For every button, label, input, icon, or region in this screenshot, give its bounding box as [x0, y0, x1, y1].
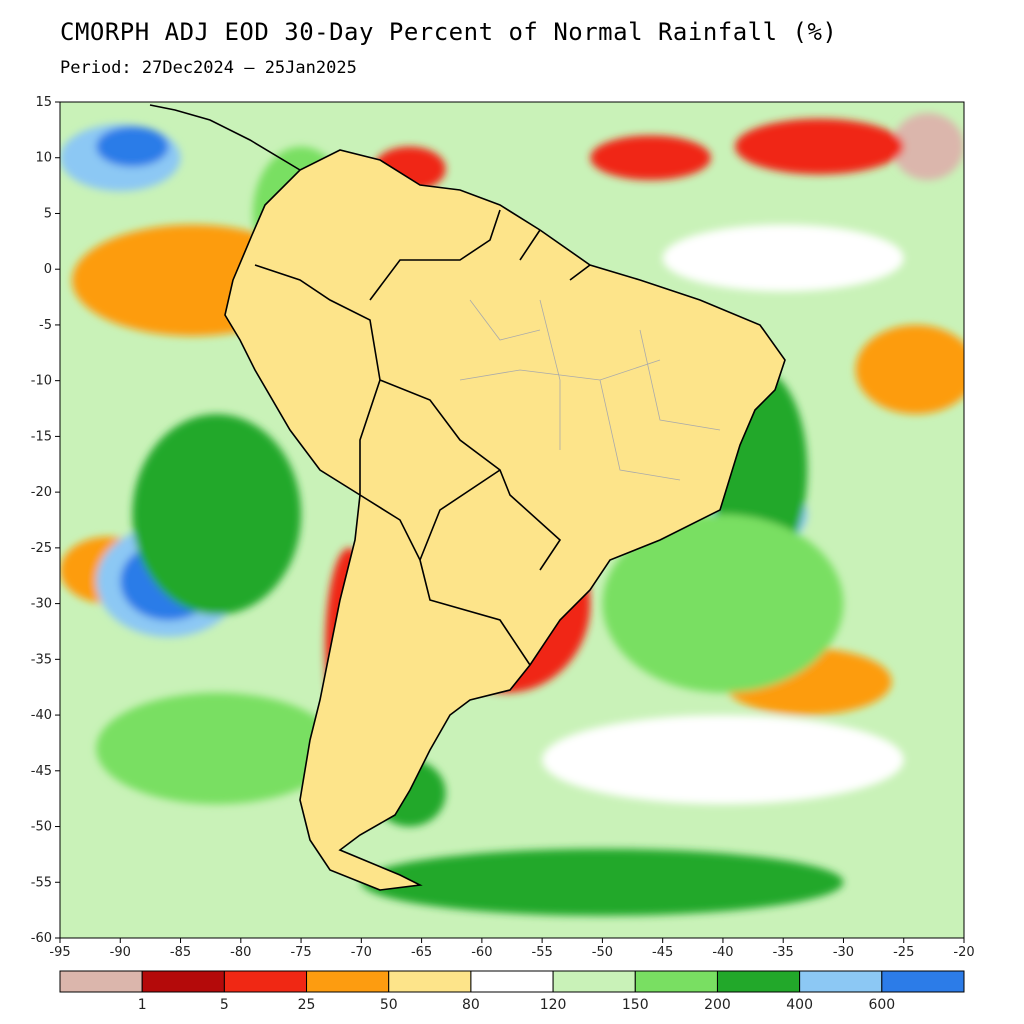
y-tick-label: -60 — [31, 931, 52, 946]
y-tick-label: -35 — [31, 652, 52, 667]
y-tick-label: -40 — [31, 708, 52, 723]
legend-label-6: 150 — [622, 997, 649, 1013]
state-borders — [459, 299, 721, 481]
legend-swatch-2 — [223, 970, 308, 993]
map-frame — [59, 101, 965, 939]
rainfall-anomaly-7 — [590, 135, 711, 181]
legend-swatch-1 — [141, 970, 225, 993]
south-america-landmass — [225, 150, 785, 890]
rainfall-anomaly-6 — [734, 118, 904, 175]
y-tick-label: -30 — [31, 597, 52, 612]
y-tick-label: -50 — [31, 820, 52, 835]
x-tick-label: -75 — [290, 945, 311, 960]
rainfall-anomaly-26 — [602, 514, 844, 693]
rainfall-anomaly-0 — [891, 113, 964, 181]
longitude-axis: -95 -90 -85 -80 -75 -70 -65 -60 -55 -50 -45 -40 -35 -… — [49, 938, 975, 960]
x-tick-label: -45 — [652, 945, 673, 960]
y-tick-label: 5 — [44, 206, 52, 221]
rainfall-anomaly-27 — [96, 692, 338, 805]
latitude-axis: 15 10 5 0 -5 -10 -15 -20 -25 -30 -35 -40 -45 -50 -55 -6… — [31, 95, 60, 946]
legend-swatch-5 — [470, 970, 554, 993]
x-tick-label: -60 — [471, 945, 492, 960]
map-title: CMORPH ADJ EOD 30-Day Percent of Normal … — [60, 18, 838, 46]
rainfall-anomaly-23 — [361, 848, 844, 916]
x-tick-label: -25 — [893, 945, 914, 960]
legend-label-3: 50 — [380, 997, 398, 1013]
y-tick-label: -55 — [31, 875, 52, 890]
x-tick-label: -90 — [110, 945, 131, 960]
rainfall-anomaly-22 — [132, 414, 302, 615]
legend-swatch-7 — [634, 970, 718, 993]
y-tick-label: 0 — [44, 262, 52, 277]
x-tick-label: -70 — [351, 945, 372, 960]
y-tick-label: -10 — [31, 374, 52, 389]
rainfall-anomaly-30 — [662, 224, 904, 292]
x-tick-label: -80 — [230, 945, 251, 960]
y-tick-label: 15 — [35, 95, 52, 110]
rainfall-anomaly-12 — [855, 324, 964, 415]
rainfall-anomaly-29 — [542, 715, 904, 805]
legend-swatch-8 — [716, 970, 801, 993]
x-tick-label: -20 — [953, 945, 974, 960]
legend-swatch-3 — [306, 970, 390, 993]
legend-swatch-9 — [799, 970, 883, 993]
legend-swatch-0 — [59, 970, 143, 993]
legend-label-7: 200 — [704, 997, 731, 1013]
legend-label-4: 80 — [462, 997, 480, 1013]
x-tick-label: -85 — [170, 945, 191, 960]
y-tick-label: -20 — [31, 485, 52, 500]
color-scale-legend: 1 5 25 50 80 120 150 200 400 600 — [59, 970, 965, 1013]
rainfall-anomaly-19 — [96, 126, 169, 167]
x-tick-label: -95 — [49, 945, 70, 960]
legend-swatch-10 — [881, 970, 965, 993]
x-tick-label: -40 — [712, 945, 733, 960]
y-tick-label: -5 — [39, 318, 52, 333]
legend-label-5: 120 — [540, 997, 567, 1013]
y-tick-label: -15 — [31, 429, 52, 444]
y-tick-label: -25 — [31, 541, 52, 556]
legend-label-8: 400 — [786, 997, 813, 1013]
legend-swatch-6 — [552, 970, 636, 993]
map-period: Period: 27Dec2024 – 25Jan2025 — [60, 58, 357, 78]
legend-label-0: 1 — [138, 997, 147, 1013]
legend-label-9: 600 — [868, 997, 895, 1013]
x-tick-label: -30 — [833, 945, 854, 960]
legend-label-2: 25 — [298, 997, 316, 1013]
country-borders — [149, 104, 786, 891]
y-tick-label: -45 — [31, 764, 52, 779]
x-tick-label: -50 — [592, 945, 613, 960]
legend-label-1: 5 — [220, 997, 229, 1013]
y-tick-label: 10 — [35, 151, 52, 166]
x-tick-label: -35 — [773, 945, 794, 960]
legend-swatch-4 — [388, 970, 472, 993]
x-tick-label: -55 — [532, 945, 553, 960]
x-tick-label: -65 — [411, 945, 432, 960]
